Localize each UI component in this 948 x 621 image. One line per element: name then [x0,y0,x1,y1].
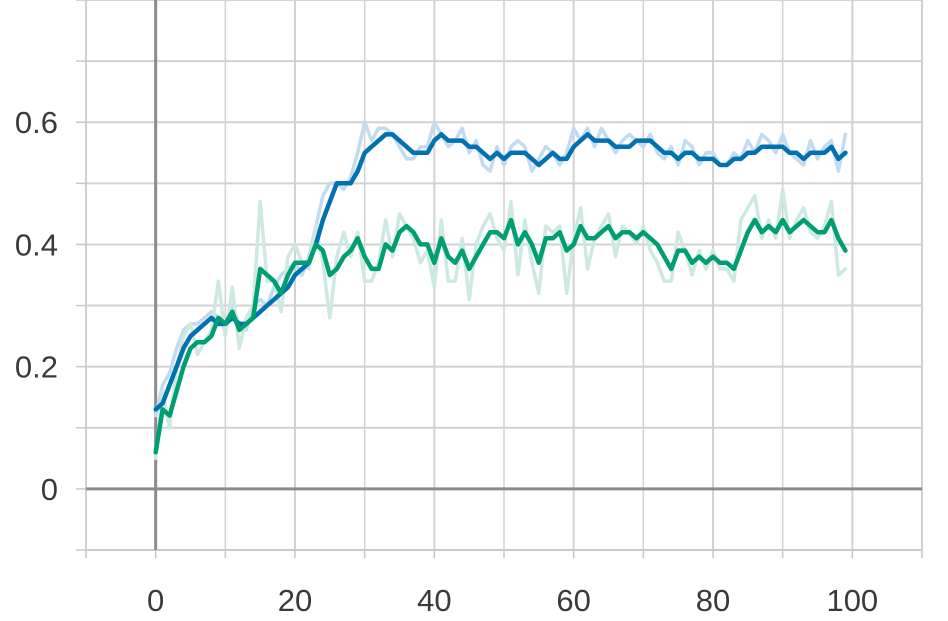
y-tick-label: 0.2 [15,350,58,385]
y-tick-label: 0.4 [15,227,58,262]
raw-series-line-2 [153,187,848,461]
x-tick-label: 60 [556,583,590,618]
y-tick-labels: 0 0.2 0.4 0.6 [15,105,58,507]
y-tick-label: 0 [41,472,58,507]
x-tick-label: 0 [147,583,164,618]
axes [76,0,923,558]
y-tick-label: 0.6 [15,105,58,140]
x-tick-label: 40 [417,583,451,618]
x-tick-label: 80 [696,583,730,618]
smoothed-series-line-1 [153,132,848,412]
smoothed-series-line-2 [153,217,848,455]
grid-minor [85,0,923,551]
x-tick-label: 100 [826,583,878,618]
smoothed-series-lines [153,132,848,455]
x-tick-label: 20 [278,583,312,618]
x-tick-labels: 0 20 40 60 80 100 [147,583,878,618]
